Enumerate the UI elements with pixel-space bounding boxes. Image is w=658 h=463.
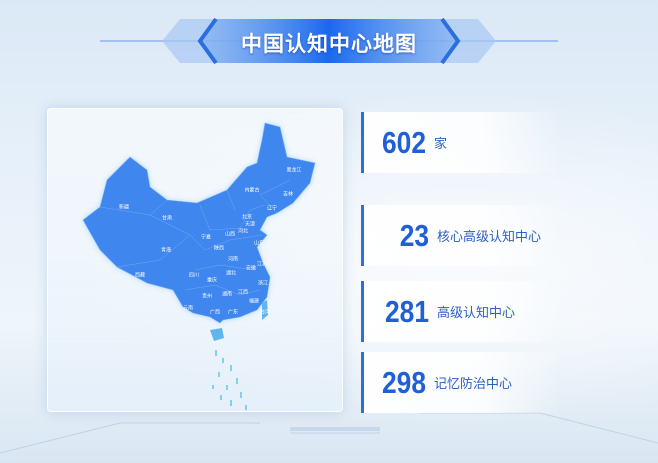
province-label: 云南: [182, 305, 194, 312]
province-label: 安徽: [245, 265, 257, 272]
province-label: 吉林: [282, 191, 294, 198]
stat-card-advanced: 281 高级认知中心: [361, 281, 561, 342]
stat-value: 281: [385, 293, 429, 329]
province-label: 台湾: [259, 309, 271, 316]
province-label: 青海: [160, 247, 172, 254]
taiwan-island: [262, 300, 268, 320]
province-label: 重庆: [206, 277, 218, 284]
province-label: 北京: [241, 214, 253, 221]
stat-card-core-advanced: 23 核心高级认知中心: [361, 205, 561, 266]
china-mainland: [82, 122, 316, 324]
province-label: 河南: [227, 256, 239, 263]
province-label: 广东: [227, 309, 239, 316]
province-label: 天津: [244, 221, 256, 228]
province-label: 山东: [253, 240, 265, 247]
stat-label: 家: [434, 137, 448, 152]
banner-shape: [100, 17, 558, 65]
province-label: 浙江: [257, 280, 269, 287]
province-label: 广西: [209, 309, 221, 316]
title-banner: 中国认知中心地图: [100, 16, 558, 66]
stat-card-total: 602 家: [361, 112, 561, 173]
province-label: 福建: [248, 298, 260, 305]
province-label: 河北: [237, 228, 249, 235]
province-label: 贵州: [201, 293, 213, 300]
stat-label: 记忆防治中心: [434, 377, 513, 392]
province-label: 甘肃: [161, 215, 173, 222]
province-label: 辽宁: [266, 205, 278, 212]
stat-card-memory: 298 记忆防治中心: [361, 352, 561, 413]
hainan-island: [210, 328, 224, 341]
province-label: 新疆: [118, 204, 130, 211]
province-label: 黑龙江: [286, 167, 302, 174]
stat-label: 核心高级认知中心: [437, 230, 542, 245]
province-label: 江西: [237, 289, 249, 296]
province-label: 西藏: [134, 272, 146, 279]
stat-label: 高级认知中心: [437, 306, 516, 321]
province-label: 内蒙古: [244, 187, 260, 194]
province-label: 宁夏: [200, 234, 212, 241]
province-label: 江苏: [256, 261, 268, 268]
stat-value: 23: [399, 217, 429, 253]
stat-value: 298: [382, 364, 426, 400]
province-label: 山西: [224, 231, 236, 238]
stat-value: 602: [382, 124, 426, 160]
background-tech-lines: [0, 412, 658, 454]
province-label: 陕西: [213, 245, 225, 252]
province-label: 湖北: [225, 270, 237, 277]
page-title: 中国认知中心地图: [241, 32, 417, 56]
province-label: 湖南: [221, 291, 233, 298]
south-china-sea-islands: [212, 350, 247, 410]
province-label: 四川: [188, 272, 200, 279]
